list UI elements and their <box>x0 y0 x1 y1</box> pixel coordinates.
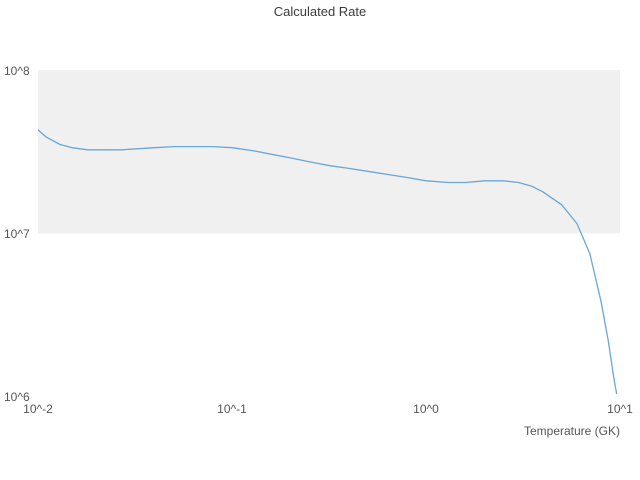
x-axis-title: Temperature (GK) <box>523 424 620 438</box>
plot-area <box>38 70 620 395</box>
y-tick-label-1e7: 10^7 <box>4 227 30 241</box>
x-tick-label-1e-2: 10^-2 <box>23 402 53 416</box>
x-tick-label-1e0: 10^0 <box>413 402 439 416</box>
rate-line <box>38 129 618 395</box>
y-tick-label-1e6: 10^6 <box>4 390 30 404</box>
x-tick-label-1e1: 10^1 <box>607 402 633 416</box>
y-tick-label-1e8: 10^8 <box>4 64 30 78</box>
x-tick-label-1e-1: 10^-1 <box>217 402 247 416</box>
chart-title: Calculated Rate <box>273 4 367 19</box>
decade-band <box>38 70 620 234</box>
